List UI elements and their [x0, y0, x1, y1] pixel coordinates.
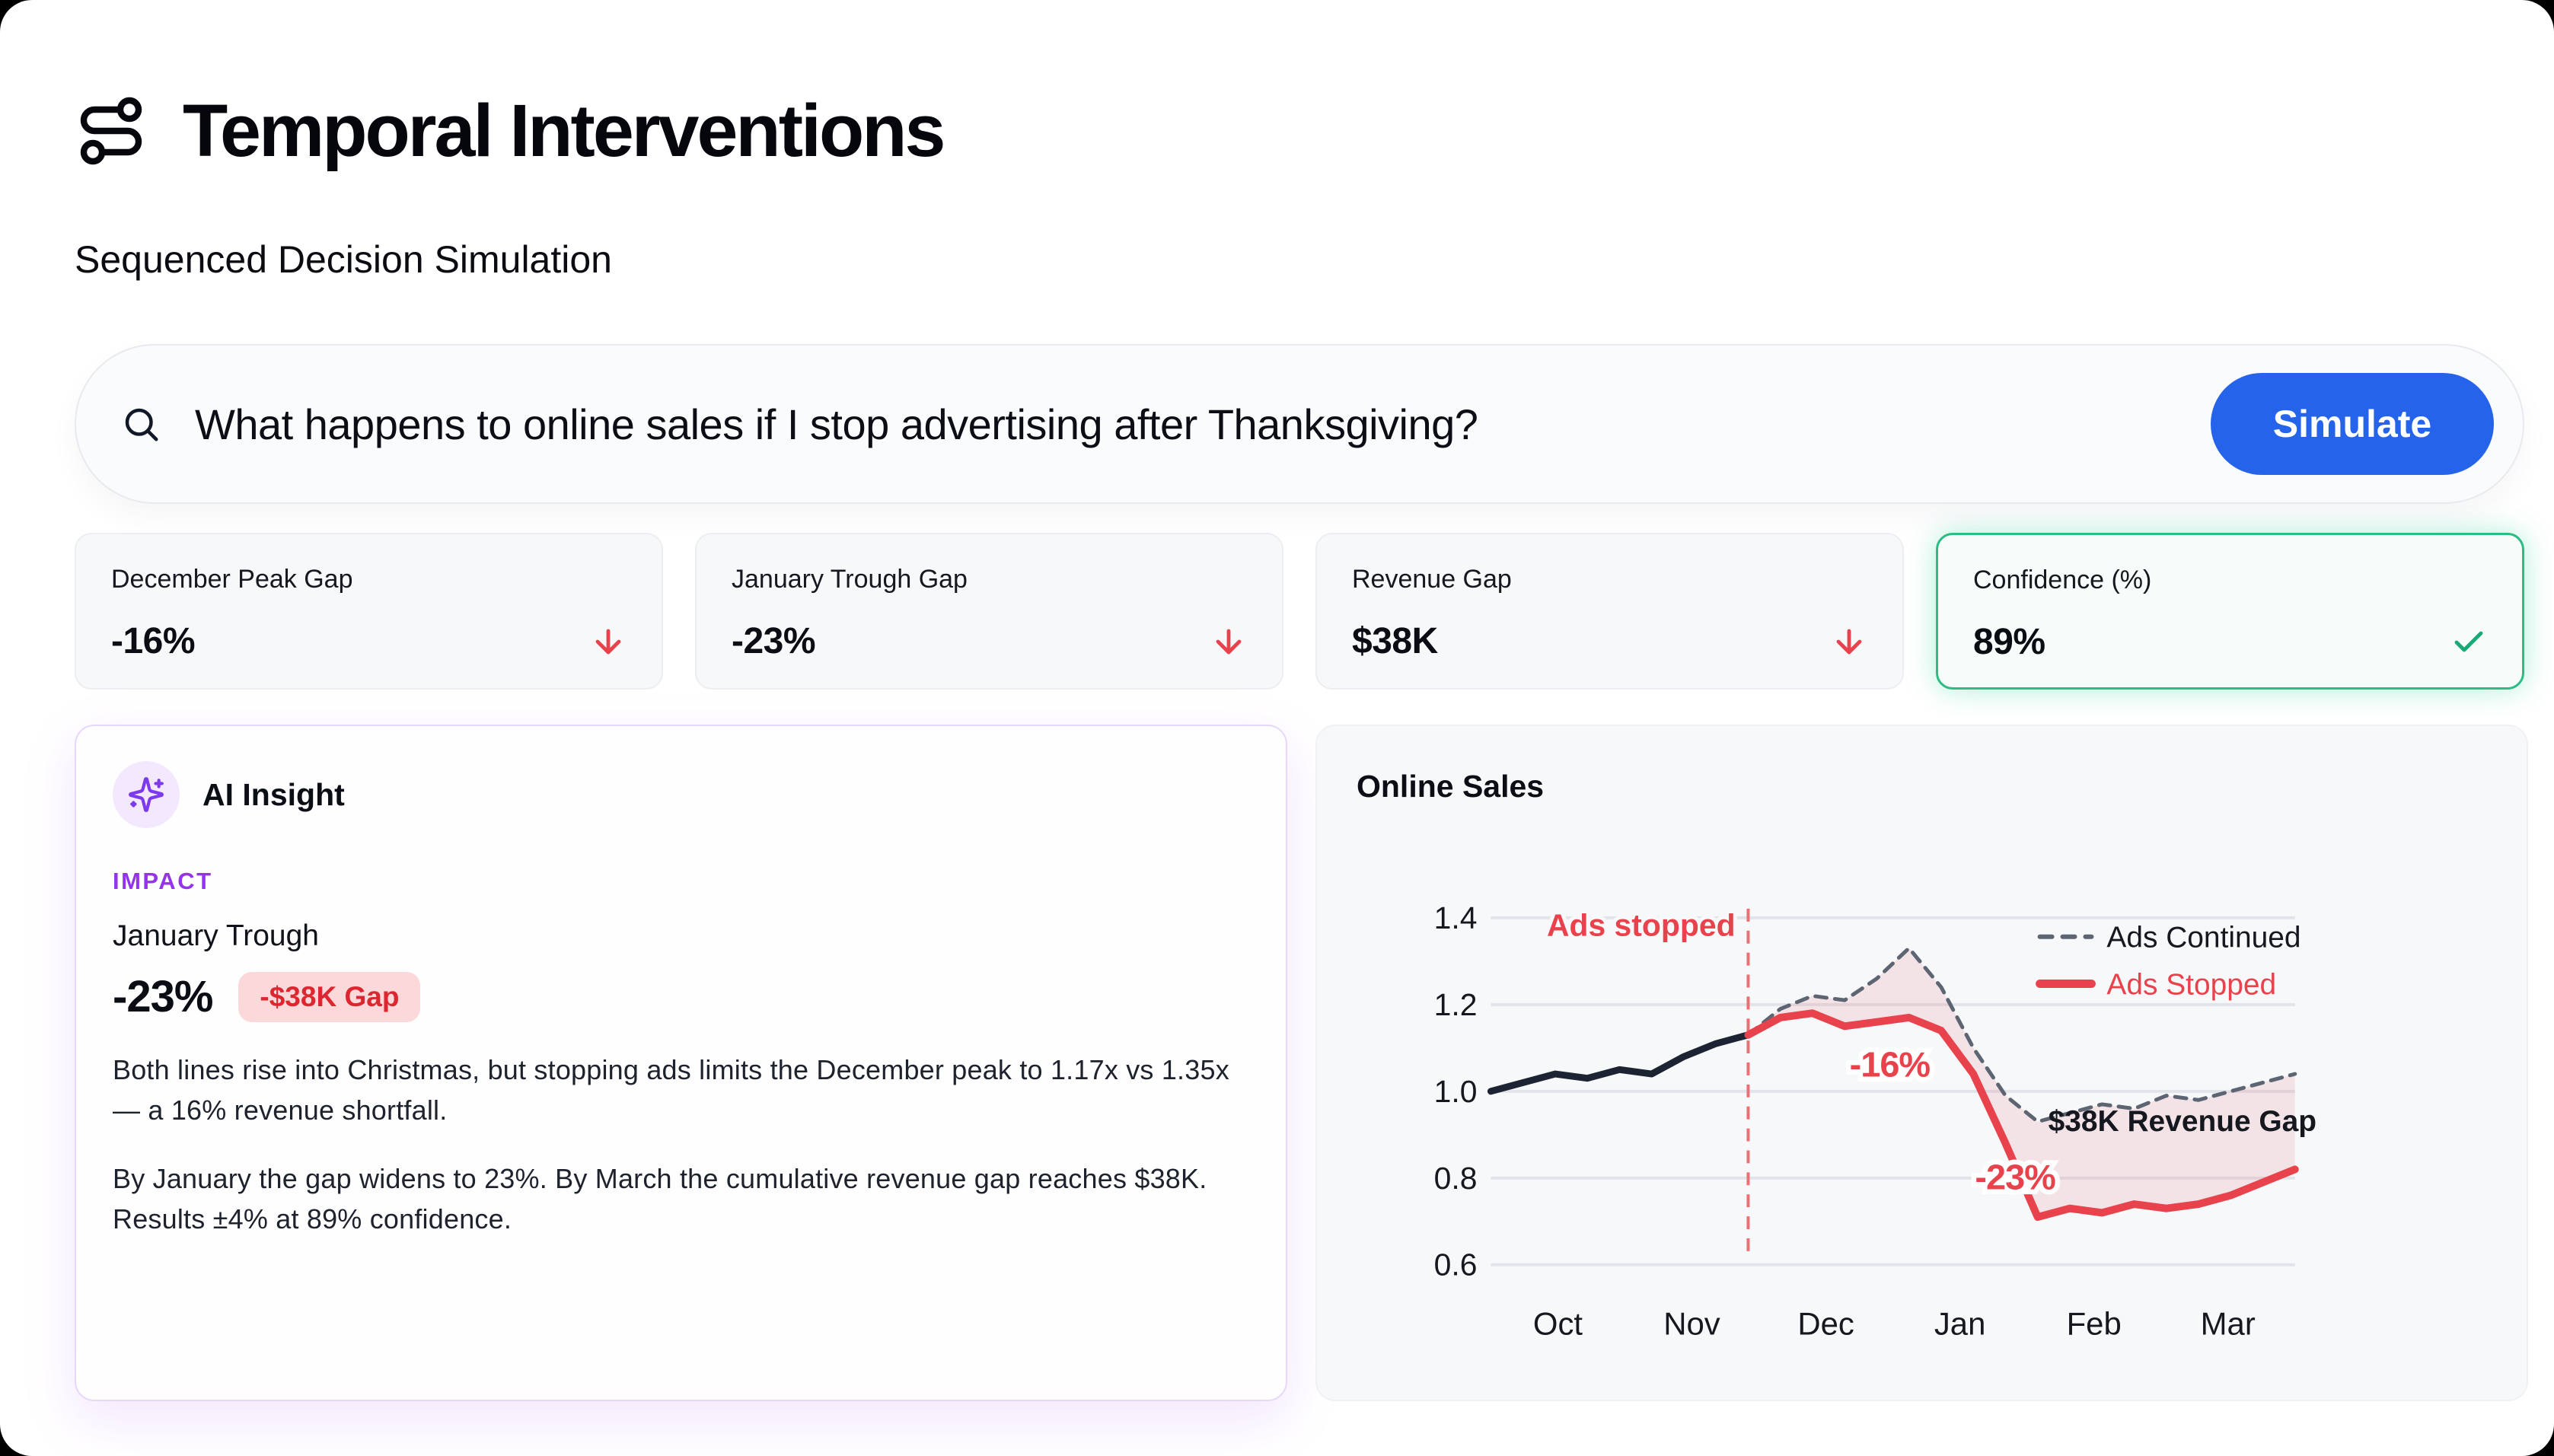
- stat-label: December Peak Gap: [111, 565, 353, 594]
- main-content: AI Insight IMPACT January Trough -23% -$…: [75, 725, 2528, 1401]
- stat-card-january-trough-gap: January Trough Gap -23%: [695, 533, 1283, 690]
- stat-value: $38K: [1352, 621, 1438, 661]
- x-tick-label: Feb: [2067, 1305, 2122, 1341]
- stat-card-revenue-gap: Revenue Gap $38K: [1315, 533, 1904, 690]
- stat-card-confidence: Confidence (%) 89%: [1936, 533, 2524, 690]
- revenue-gap-area: [1748, 948, 2295, 1218]
- stat-value-row: 89%: [1973, 621, 2487, 663]
- header: Temporal Interventions: [75, 88, 945, 174]
- legend-label: Ads Continued: [2106, 922, 2301, 954]
- insight-title: AI Insight: [202, 776, 345, 812]
- page-subtitle: Sequenced Decision Simulation: [75, 238, 612, 281]
- y-tick-label: 1.4: [1434, 900, 1478, 935]
- stat-value-row: -16%: [111, 620, 627, 662]
- route-icon: [75, 94, 148, 167]
- chart-title: Online Sales: [1357, 769, 1545, 804]
- ai-insight-panel: AI Insight IMPACT January Trough -23% -$…: [75, 725, 1287, 1401]
- arrow-down-icon: [1210, 623, 1247, 660]
- x-tick-label: Jan: [1934, 1305, 1986, 1341]
- y-tick-label: 0.8: [1434, 1161, 1478, 1196]
- stat-value: 89%: [1973, 622, 2045, 662]
- online-sales-panel: Online Sales 1.4 1.2 1.0 0.8 0.6 Oct Nov Dec Jan…: [1315, 725, 2528, 1401]
- impact-section-label: IMPACT: [113, 868, 213, 894]
- y-tick-label: 1.0: [1434, 1074, 1478, 1109]
- check-icon: [2450, 624, 2487, 661]
- annotation-flag: Ads stopped: [1547, 907, 1736, 942]
- online-sales-chart: 1.4 1.2 1.0 0.8 0.6 Oct Nov Dec Jan Feb Mar Ads sto…: [1434, 900, 2316, 1342]
- sparkles-icon-bubble: [113, 761, 180, 828]
- annotation-pct: -23%: [1975, 1158, 2055, 1197]
- annotation-pct: -16%: [1850, 1045, 1931, 1085]
- stats-row: December Peak Gap -16% January Trough Ga…: [75, 533, 2524, 690]
- stat-label: Confidence (%): [1973, 566, 2152, 594]
- stat-card-december-peak-gap: December Peak Gap -16%: [75, 533, 663, 690]
- sparkles-icon: [127, 776, 165, 814]
- annotation-gap: $38K Revenue Gap: [2049, 1105, 2316, 1138]
- x-tick-label: Nov: [1663, 1305, 1720, 1341]
- y-tick-label: 1.2: [1434, 987, 1478, 1022]
- query-input[interactable]: [193, 398, 2211, 450]
- page-title: Temporal Interventions: [183, 89, 945, 172]
- stat-label: January Trough Gap: [732, 565, 968, 594]
- arrow-down-icon: [590, 623, 627, 660]
- x-tick-label: Mar: [2201, 1305, 2256, 1341]
- x-tick-label: Dec: [1797, 1305, 1854, 1341]
- stat-value: -16%: [111, 621, 196, 661]
- x-tick-label: Oct: [1533, 1305, 1583, 1341]
- insight-paragraph: Both lines rise into Christmas, but stop…: [113, 1054, 1229, 1126]
- y-tick-label: 0.6: [1434, 1247, 1478, 1282]
- simulate-button[interactable]: Simulate: [2211, 373, 2494, 475]
- insight-paragraph: By January the gap widens to 23%. By Mar…: [113, 1162, 1207, 1235]
- series-line-ads-continued: [1746, 946, 2297, 1124]
- insight-body: Both lines rise into Christmas, but stop…: [113, 1050, 1249, 1239]
- stat-value-row: $38K: [1352, 620, 1867, 662]
- gap-badge: -$38K Gap: [238, 971, 421, 1022]
- stat-value-row: -23%: [732, 620, 1247, 662]
- stat-label: Revenue Gap: [1352, 565, 1512, 594]
- search-icon: [120, 403, 161, 444]
- insight-header: AI Insight: [113, 761, 1249, 828]
- insight-metric-label: January Trough: [113, 919, 320, 952]
- insight-metric-value: -23%: [113, 972, 213, 1021]
- query-bar: Simulate: [75, 344, 2524, 504]
- legend-label: Ads Stopped: [2106, 968, 2276, 1001]
- stat-value: -23%: [732, 621, 816, 661]
- series-line-ads-stopped: [1744, 1009, 2299, 1222]
- arrow-down-icon: [1831, 623, 1867, 660]
- insight-metric-row: -23% -$38K Gap: [113, 971, 1249, 1022]
- series-line-historical: [1487, 1031, 1752, 1095]
